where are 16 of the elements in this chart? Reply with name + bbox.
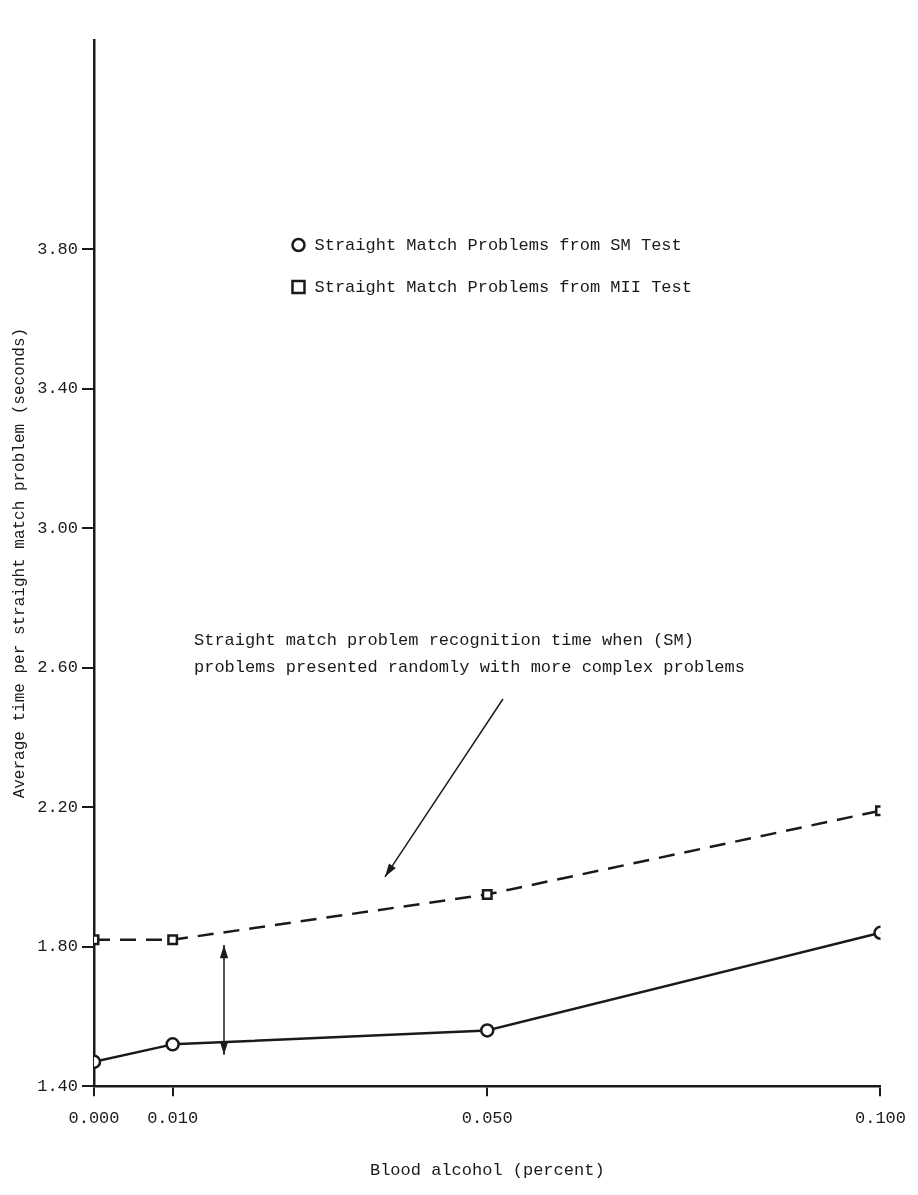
annotation: Straight match problem recognition time when (SM) problems presented randomly with more complex problems: [194, 630, 745, 677]
x-tick-label: 0.100: [854, 1108, 906, 1128]
y-tick-label: 1.80: [37, 937, 79, 957]
y-tick-label: 2.20: [37, 797, 79, 817]
x-tick-label: 0.000: [68, 1108, 120, 1128]
y-tick-label: 2.60: [37, 658, 79, 678]
y-axis-title: Average time per straight match problem (seconds): [10, 327, 29, 799]
y-tick-label: 3.40: [37, 379, 79, 399]
y-tick-label: 1.40: [37, 1076, 79, 1096]
x-tick-label: 0.010: [147, 1108, 199, 1128]
x-axis-title: Blood alcohol (percent): [369, 1161, 605, 1181]
legend-label: Straight Match Problems from SM Test: [314, 235, 682, 255]
legend-label: Straight Match Problems from MII Test: [314, 277, 692, 297]
y-tick-label: 3.80: [37, 239, 79, 259]
y-tick-label: 3.00: [37, 518, 79, 538]
x-tick-label: 0.050: [461, 1108, 513, 1128]
